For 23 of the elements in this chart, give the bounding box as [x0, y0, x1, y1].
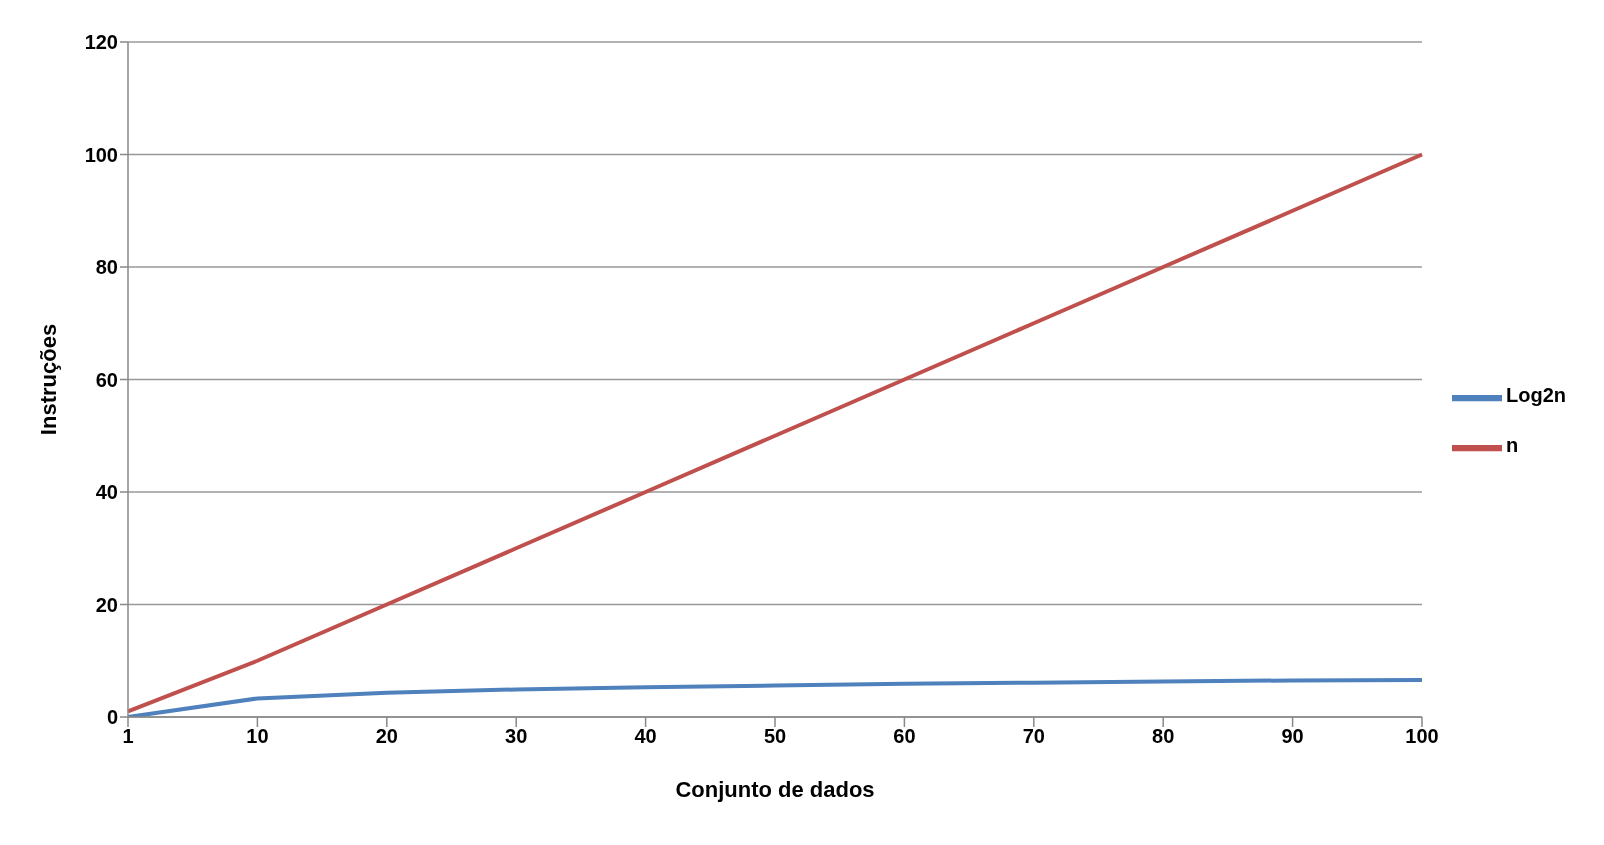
- x-tick-label: 30: [505, 725, 528, 748]
- x-tick-label: 100: [1405, 725, 1439, 748]
- x-tick-label: 60: [893, 725, 916, 748]
- x-tick-label: 1: [122, 725, 134, 748]
- legend-label: Log2n: [1506, 383, 1566, 406]
- y-tick-label: 20: [95, 593, 118, 616]
- y-tick-label: 60: [95, 368, 118, 391]
- y-tick-label: 40: [95, 481, 118, 504]
- y-axis-title: Instruções: [35, 323, 61, 436]
- x-tick-label: 20: [375, 725, 398, 748]
- x-tick-label: 10: [246, 725, 269, 748]
- line-series: [126, 152, 1424, 714]
- x-tick-label: 70: [1022, 725, 1045, 748]
- y-tick-label: 0: [106, 706, 118, 729]
- x-axis-title: Conjunto de dados: [675, 777, 875, 802]
- x-tick-label: 50: [763, 725, 787, 748]
- x-tick-label: 90: [1281, 725, 1304, 748]
- y-tick-label: 80: [95, 256, 118, 279]
- x-tick-label: 40: [634, 725, 657, 748]
- y-tick-label: 120: [84, 31, 118, 54]
- legend-label: n: [1506, 433, 1519, 456]
- x-tick-label: 80: [1152, 725, 1175, 748]
- y-tick-label: 100: [84, 143, 118, 166]
